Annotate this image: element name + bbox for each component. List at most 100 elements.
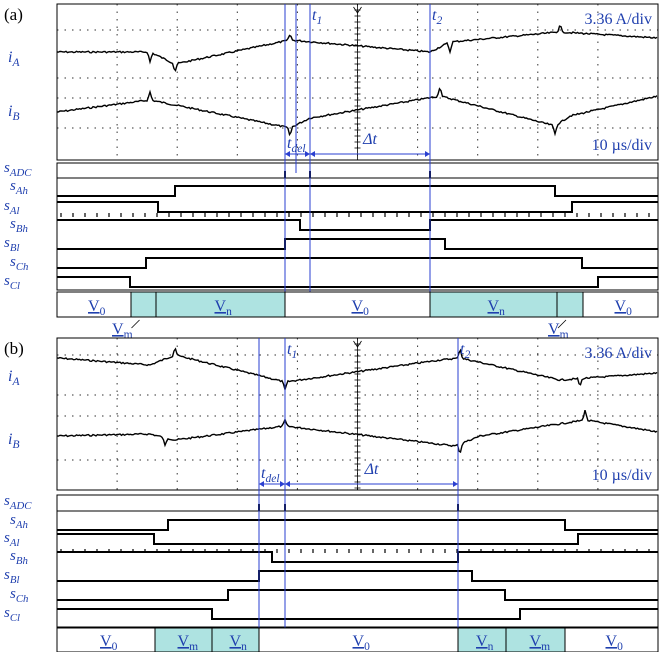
vector-label-sub: n — [226, 306, 232, 318]
label-t2-main: t — [432, 7, 437, 24]
vector-label-main: V — [88, 298, 100, 315]
vector-label-main: V — [100, 633, 112, 650]
label-t1-sub: 1 — [291, 349, 297, 361]
vector-segment — [284, 291, 431, 318]
vector-label: Vn — [230, 633, 248, 652]
gate-label-sAl-main: s — [4, 530, 10, 546]
gate-label-sAl-sub: Al — [9, 537, 20, 549]
vector-segment — [56, 291, 132, 318]
gate-label-sBh-sub: Bh — [16, 223, 28, 235]
gate-sAh — [57, 519, 658, 531]
gate-label-sADC-main: s — [4, 160, 10, 176]
gate-label-sAh-main: s — [10, 178, 16, 194]
vector-segment — [258, 627, 459, 652]
vector-label: V0 — [352, 298, 370, 318]
label-iB-sub: B — [12, 439, 19, 451]
wave-iA — [56, 347, 658, 392]
gate-label-sCh-main: s — [10, 586, 16, 602]
gate-label-sAh: sAh — [10, 178, 28, 197]
gate-label-sBl-sub: Bl — [10, 242, 20, 254]
gate-label-sCh-main: s — [10, 254, 16, 270]
label-tdel-sub: del — [265, 473, 279, 485]
callout-Vm: Vm — [112, 321, 133, 341]
callout-leader — [557, 319, 567, 329]
label-iB-main: i — [8, 431, 12, 448]
gate-label-sBh: sBh — [10, 548, 28, 567]
label-tdel-main: t — [287, 135, 292, 152]
gate-label-sAl: sAl — [4, 530, 19, 549]
label-tdel: tdel — [287, 135, 306, 155]
gate-label-sCh-sub: Ch — [16, 261, 29, 273]
label-iB-sub: B — [12, 111, 19, 123]
gate-frame — [56, 494, 659, 628]
wave-iA — [56, 25, 658, 72]
vector-segment — [130, 291, 157, 318]
callout-Vm-sub: m — [560, 329, 569, 341]
wave-iB — [56, 87, 658, 137]
label-t2-sub: 2 — [464, 349, 470, 361]
trigger-marker — [353, 340, 362, 348]
callout-leader — [131, 319, 140, 329]
vector-label: V0 — [615, 298, 633, 318]
gate-sAh — [57, 185, 658, 197]
vector-label-sub: 0 — [626, 306, 632, 318]
scale-current: 3.36 A/div — [584, 11, 652, 28]
vector-label-main: V — [606, 633, 618, 650]
gate-label-sAh-sub: Ah — [15, 185, 28, 197]
gate-sBl — [57, 238, 658, 250]
scale-time: 10 µs/div — [592, 467, 652, 484]
label-t1: t1 — [287, 341, 297, 361]
panel-label-main: (a) — [4, 5, 23, 24]
scale-current-main: 3.36 A/div — [584, 345, 652, 362]
vector-label: Vm — [178, 633, 199, 652]
gate-frame — [56, 162, 659, 291]
label-iB: iB — [8, 431, 20, 451]
gate-sAl — [57, 533, 658, 545]
vector-label-sub: n — [241, 641, 247, 652]
vector-label-sub: m — [189, 641, 198, 652]
label-t2-sub: 2 — [436, 15, 442, 27]
gate-sBh — [57, 551, 658, 563]
gate-label-sCl: sCl — [4, 273, 20, 292]
gate-sBl — [57, 570, 658, 582]
gate-sBh — [57, 219, 658, 231]
scale-time-main: 10 µs/div — [592, 137, 652, 154]
label-t2: t2 — [460, 341, 470, 361]
callout-Vm-sub: m — [124, 329, 133, 341]
vector-label-sub: 0 — [363, 306, 369, 318]
gate-label-sCl-sub: Cl — [10, 280, 20, 292]
gate-sCl — [57, 276, 658, 288]
label-t2: t2 — [432, 7, 442, 27]
callout-Vm-main: V — [548, 321, 560, 338]
vector-label: Vn — [215, 298, 233, 318]
trigger-marker — [353, 6, 362, 14]
label-dt: Δt — [362, 131, 377, 148]
panel-label: (b) — [4, 339, 24, 358]
vector-segment — [556, 291, 584, 318]
panel-label: (a) — [4, 5, 23, 24]
gate-label-sCl: sCl — [4, 605, 20, 624]
label-t2-main: t — [460, 341, 465, 358]
gate-label-sCh-sub: Ch — [16, 593, 29, 605]
gate-label-sBh-main: s — [10, 548, 16, 564]
vector-label-sub: n — [488, 641, 494, 652]
label-t1: t1 — [312, 7, 322, 27]
wave-iB — [56, 410, 658, 454]
gate-label-sCh: sCh — [10, 254, 28, 273]
vector-label-main: V — [352, 298, 364, 315]
gate-label-sBh-sub: Bh — [16, 555, 28, 567]
panel-label-main: (b) — [4, 339, 24, 358]
gate-label-sADC: sADC — [4, 160, 32, 179]
label-iA: iA — [8, 49, 20, 69]
gate-sCh — [57, 589, 658, 601]
label-iB: iB — [8, 103, 20, 123]
gate-label-sBl-main: s — [4, 235, 10, 251]
gate-sCh — [57, 257, 658, 269]
vector-label: V0 — [606, 633, 624, 652]
label-tdel-main: t — [261, 465, 266, 482]
vector-segment — [154, 627, 213, 652]
vector-label-main: V — [230, 633, 242, 650]
label-iA-sub: A — [11, 376, 20, 388]
